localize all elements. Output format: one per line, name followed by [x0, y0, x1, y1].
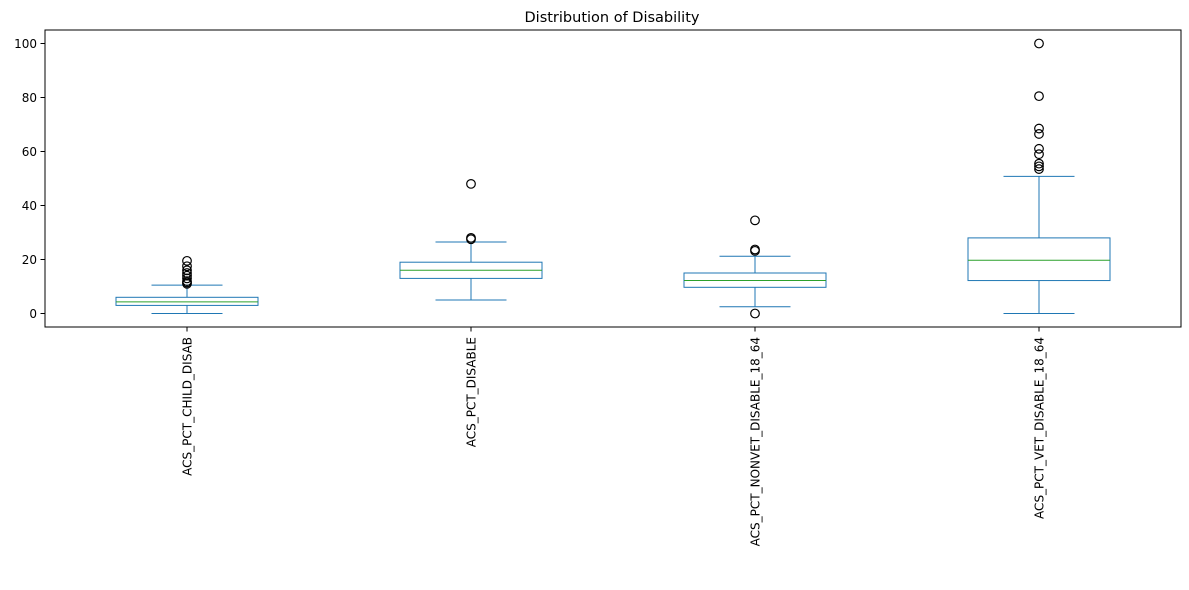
- plot-frame: [44, 29, 1182, 328]
- outlier-point: [750, 308, 760, 319]
- x-tick-label: ACS_PCT_VET_DISABLE_18_64: [1033, 337, 1047, 519]
- y-tick-label: 60: [22, 145, 37, 159]
- y-tick-label: 40: [22, 199, 37, 213]
- outlier-point: [1034, 38, 1044, 49]
- box: [115, 296, 259, 306]
- outlier-point: [466, 178, 476, 189]
- x-tick-label: ACS_PCT_CHILD_DISAB: [181, 337, 195, 476]
- chart-title: Distribution of Disability: [525, 10, 700, 26]
- box: [967, 237, 1111, 282]
- outlier-point: [182, 255, 192, 266]
- outlier-point: [1034, 143, 1044, 154]
- outlier-point: [1034, 161, 1044, 172]
- outlier-point: [182, 265, 192, 276]
- outlier-point: [466, 232, 476, 243]
- outlier-point: [750, 244, 760, 255]
- outlier-point: [182, 261, 192, 272]
- y-tick-label: 0: [29, 307, 37, 321]
- x-tick-label: ACS_PCT_NONVET_DISABLE_18_64: [749, 337, 763, 546]
- outlier-point: [1034, 158, 1044, 169]
- outlier-point: [750, 215, 760, 226]
- x-tick-label: ACS_PCT_DISABLE: [465, 337, 479, 447]
- outlier-point: [1034, 149, 1044, 160]
- outlier-point: [182, 270, 192, 281]
- y-tick-label: 80: [22, 91, 37, 105]
- outlier-point: [1034, 129, 1044, 139]
- outlier-point: [1034, 164, 1044, 174]
- y-tick-label: 20: [22, 253, 37, 267]
- y-tick-label: 100: [14, 37, 37, 51]
- outlier-point: [1034, 91, 1044, 102]
- outlier-point: [1034, 123, 1044, 134]
- outlier-point: [182, 268, 192, 278]
